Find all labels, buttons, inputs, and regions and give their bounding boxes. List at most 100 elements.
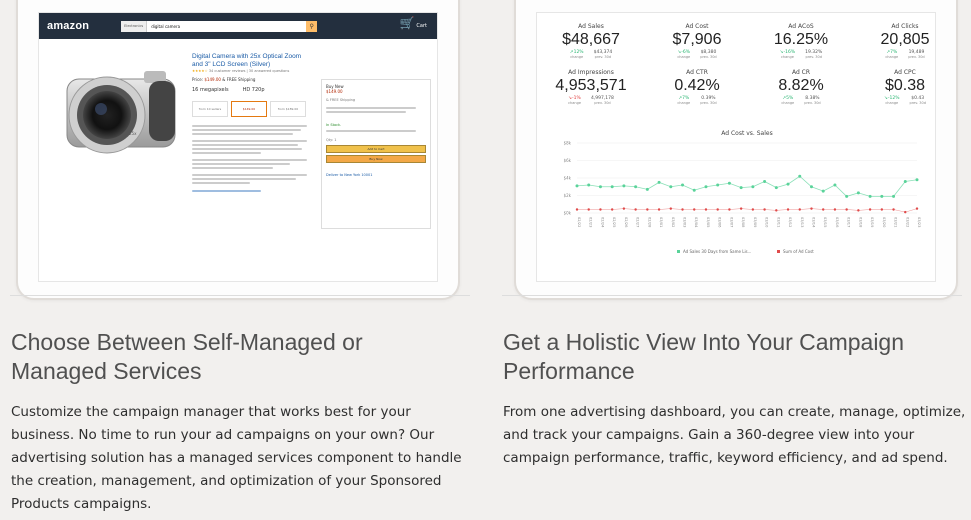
product-page-screen: amazon Electronics digital camera ⚲ 🛒 Ca…	[38, 12, 438, 282]
kpi-ad-cr[interactable]: Ad CR 8.82% ↗5% change 8.38% prev. 30d	[751, 69, 851, 105]
x-tick-label: 03/08	[741, 217, 745, 228]
product-title[interactable]: Digital Camera with 25x Optical Zoom and…	[192, 53, 302, 68]
option-new[interactable]: $149.00	[231, 101, 267, 117]
left-body: Customize the campaign manager that work…	[11, 404, 462, 512]
kpi-prev: $8,380 prev. 30d	[700, 50, 717, 59]
cart-button[interactable]: 🛒 Cart	[399, 17, 427, 29]
data-point	[657, 208, 661, 211]
amazon-search-bar[interactable]: Electronics digital camera ⚲	[121, 20, 318, 32]
kpi-change: ↘-6% change	[677, 50, 691, 59]
trend-arrow-icon: ↘	[677, 50, 682, 55]
search-category[interactable]: Electronics	[121, 20, 148, 32]
data-point	[798, 174, 802, 178]
kpi-comparison: ↗7% change 0.39% prev. 30d	[647, 96, 747, 105]
option-sellers[interactable]: from 10 sellers	[192, 101, 228, 117]
data-point	[763, 180, 767, 183]
product-page-device-frame: amazon Electronics digital camera ⚲ 🛒 Ca…	[16, 0, 460, 300]
kpi-ad-impressions[interactable]: Ad Impressions 4,953,571 ↘-1% change 4,997,1…	[541, 69, 641, 105]
data-point	[645, 187, 649, 191]
data-point	[845, 208, 848, 211]
kpi-label: Ad CTR	[686, 69, 708, 76]
kpi-ad-clicks[interactable]: Ad Clicks 20,805 ↗7% change 19,489 prev. 30d	[855, 23, 935, 59]
data-point	[915, 178, 919, 182]
data-point	[610, 185, 614, 189]
data-point	[751, 208, 755, 211]
product-rating[interactable]: ★★★★☆ 34 customer reviews | 30 answered …	[192, 69, 290, 73]
x-tick-label: 03/19	[870, 217, 874, 228]
data-point	[587, 208, 590, 211]
data-point	[704, 208, 708, 211]
x-tick-label: 03/23	[917, 217, 921, 227]
search-input[interactable]: digital camera	[151, 23, 181, 29]
kpi-ad-cost[interactable]: Ad Cost $7,906 ↘-6% change $8,380 prev. 30d	[647, 23, 747, 59]
data-point	[669, 207, 672, 210]
deliver-to-link[interactable]: Deliver to New York 10001	[326, 173, 373, 177]
buy-now-button[interactable]: Buy Now	[326, 155, 426, 163]
x-tick-label: 02/27	[636, 217, 640, 227]
data-point	[833, 183, 837, 187]
trend-arrow-icon: ↗	[886, 50, 891, 55]
data-point	[610, 208, 614, 211]
camera-product-image: 25x	[66, 71, 176, 154]
kpi-ad-ctr[interactable]: Ad CTR 0.42% ↗7% change 0.39% prev. 30d	[647, 69, 747, 105]
kpi-value: $7,906	[672, 31, 722, 48]
data-point	[868, 194, 872, 198]
trend-arrow-icon: ↘	[568, 96, 573, 101]
kpi-prev: 8.38% prev. 30d	[804, 96, 821, 105]
kpi-label: Ad CPC	[894, 69, 916, 76]
data-point	[880, 194, 884, 198]
dashboard-screen: Ad Sales $48,667 ↗12% change $43,374 prev. 30…	[536, 12, 936, 282]
kpi-change: ↗5% change	[781, 96, 795, 105]
option-used[interactable]: from $189.00	[270, 101, 306, 117]
spec-megapixels: 16 megapixels	[192, 87, 229, 93]
kpi-prev: 19.32% prev. 30d	[805, 50, 823, 59]
data-point	[704, 185, 708, 189]
kpi-comparison: ↘-16% change 19.32% prev. 30d	[751, 50, 851, 59]
buy-new-label[interactable]: Buy New	[326, 84, 344, 89]
ad-cost-vs-sales-chart: Ad Cost vs. Sales $0k $2k $4k $6k $8k 02/22 02/…	[537, 125, 935, 275]
series-line-0	[576, 175, 918, 197]
kpi-ad-acos[interactable]: Ad ACoS 16.25% ↘-16% change 19.32% prev. 30d	[751, 23, 851, 59]
kpi-ad-cpc[interactable]: Ad CPC $0.38 ↘-12% change $0.43 prev. 30d	[855, 69, 935, 105]
data-point	[904, 210, 907, 214]
product-price: Price: $149.00 & FREE Shipping	[192, 77, 256, 82]
cart-icon: 🛒	[399, 16, 415, 30]
amazon-logo[interactable]: amazon	[47, 20, 90, 32]
x-tick-label: 02/24	[600, 217, 604, 228]
x-tick-label: 02/26	[624, 217, 628, 228]
left-heading: Choose Between Self-Managed or Managed S…	[11, 329, 363, 384]
add-to-cart-button[interactable]: Add to Cart	[326, 145, 426, 153]
kpi-label: Ad ACoS	[788, 23, 814, 30]
kpi-comparison: ↘-1% change 4,997,178 prev. 30d	[541, 96, 641, 105]
data-point	[728, 208, 731, 211]
data-point	[798, 208, 801, 211]
data-point	[693, 208, 696, 211]
data-point	[775, 209, 778, 212]
kpi-change: ↗7% change	[677, 96, 691, 105]
data-point	[880, 208, 884, 211]
dashboard-device-frame: Ad Sales $48,667 ↗12% change $43,374 prev. 30…	[514, 0, 958, 300]
stock-status: In Stock.	[326, 123, 342, 127]
data-point	[868, 208, 872, 211]
data-point	[833, 208, 837, 211]
data-point	[786, 208, 790, 211]
data-point	[681, 183, 685, 187]
quantity-select[interactable]: Qty: 1	[326, 138, 337, 142]
kpi-value: 8.82%	[778, 77, 824, 94]
kpi-ad-sales[interactable]: Ad Sales $48,667 ↗12% change $43,374 prev. 30…	[541, 23, 641, 59]
x-tick-label: 03/04	[694, 217, 698, 228]
legend-label: Ad Sales 30 Days from Same Lis...	[683, 249, 751, 254]
data-point	[727, 181, 731, 185]
product-specs: 16 megapixels HD 720p	[192, 87, 307, 93]
trend-arrow-icon: ↗	[782, 96, 787, 101]
search-icon[interactable]: ⚲	[306, 20, 318, 32]
y-tick-label: $6k	[564, 158, 572, 163]
data-point	[634, 208, 637, 211]
kpi-value: 16.25%	[773, 31, 829, 48]
right-body: From one advertising dashboard, you can …	[503, 404, 966, 466]
x-tick-label: 03/14	[811, 217, 815, 228]
x-tick-label: 02/25	[612, 217, 616, 227]
data-point	[845, 194, 849, 198]
x-tick-label: 03/07	[729, 217, 733, 227]
data-point	[915, 207, 919, 210]
